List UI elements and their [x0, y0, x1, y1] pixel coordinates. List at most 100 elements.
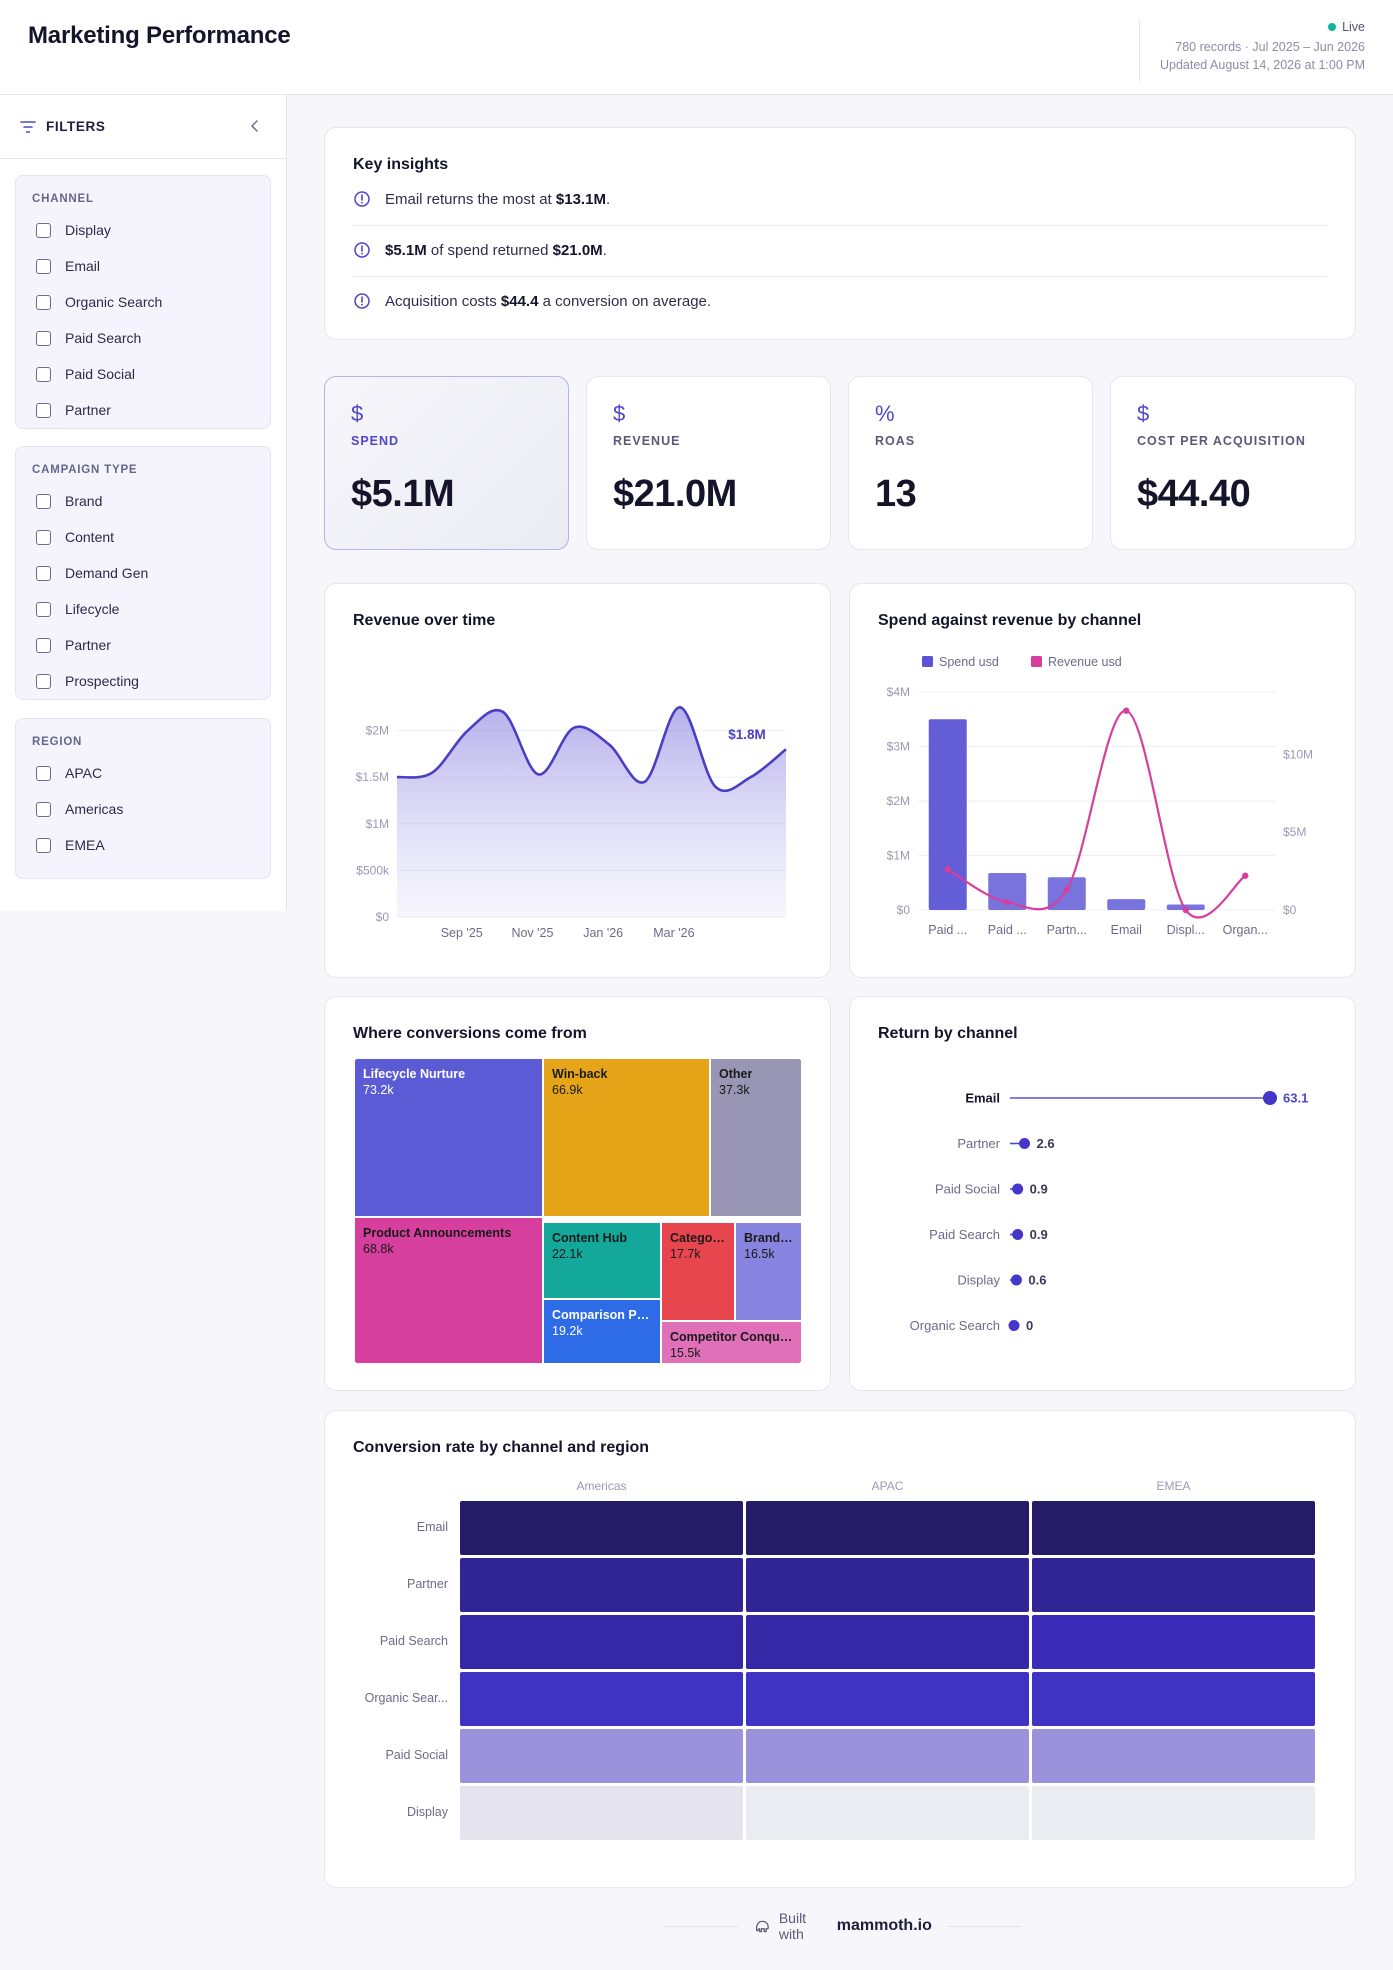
tile-value: 73.2k: [363, 1083, 394, 1097]
heatmap-cell[interactable]: [460, 1558, 743, 1612]
built-with-label: Built with: [778, 1910, 807, 1942]
heatmap-cell[interactable]: [460, 1615, 743, 1669]
option-label: Brand: [65, 493, 103, 509]
brand-name[interactable]: mammoth.io: [836, 1917, 932, 1934]
y-tick-label: $1.5M: [356, 770, 389, 784]
heatmap-cell[interactable]: [746, 1501, 1029, 1555]
heatmap-cell[interactable]: [1032, 1558, 1315, 1612]
heatmap-cell[interactable]: [746, 1672, 1029, 1726]
tile-name: Content Hub: [552, 1231, 627, 1245]
checkbox[interactable]: [36, 258, 51, 274]
x-tick-label: Nov '25: [511, 926, 553, 940]
checkbox[interactable]: [36, 222, 51, 238]
lollipop-dot: [1010, 1274, 1022, 1286]
checkbox[interactable]: [36, 601, 51, 617]
filter-option-display[interactable]: Display: [16, 212, 270, 248]
treemap-tile[interactable]: Win-back 66.9k: [543, 1058, 710, 1217]
tile-value: 66.9k: [552, 1083, 583, 1097]
heatmap-cell[interactable]: [1032, 1615, 1315, 1669]
collapse-sidebar-chevron-left-icon[interactable]: [248, 119, 262, 133]
option-label: Prospecting: [65, 673, 139, 689]
kpi-card-cost-per-acquisition[interactable]: $ COST PER ACQUISITION $44.40: [1110, 376, 1356, 550]
option-label: Demand Gen: [65, 565, 149, 581]
live-status: Live: [1160, 20, 1365, 34]
filter-option-lifecycle[interactable]: Lifecycle: [16, 591, 270, 627]
option-label: Email: [65, 258, 101, 274]
heatmap-cell[interactable]: [460, 1729, 743, 1783]
checkbox[interactable]: [36, 330, 51, 346]
heatmap-cell[interactable]: [746, 1558, 1029, 1612]
records-summary: 780 records · Jul 2025 – Jun 2026: [1175, 40, 1365, 54]
treemap-tile[interactable]: Lifecycle Nurture 73.2k: [354, 1058, 543, 1217]
heatmap-cell[interactable]: [746, 1729, 1029, 1783]
filter-option-organic-search[interactable]: Organic Search: [16, 284, 270, 320]
tile-value: 37.3k: [719, 1083, 750, 1097]
heatmap-cell[interactable]: [746, 1615, 1029, 1669]
heatmap-cell[interactable]: [460, 1786, 743, 1840]
filter-group-title: CAMPAIGN TYPE: [32, 464, 138, 476]
heatmap-cell[interactable]: [460, 1501, 743, 1555]
kpi-card-revenue[interactable]: $ REVENUE $21.0M: [586, 376, 831, 550]
heatmap-cell[interactable]: [1032, 1501, 1315, 1555]
updated-timestamp: Updated August 14, 2026 at 1:00 PM: [1159, 58, 1365, 72]
heatmap-cell[interactable]: [1032, 1786, 1315, 1840]
checkbox[interactable]: [36, 801, 51, 817]
checkbox[interactable]: [36, 529, 51, 545]
heatmap-column-label: Americas: [576, 1479, 627, 1493]
treemap-tile[interactable]: Category... 17.7k: [661, 1222, 735, 1321]
checkbox[interactable]: [36, 366, 51, 382]
spend-revenue-combo-chart: Spend usd Revenue usd $0 $1M $2M $3M $4M $0 $5M $…: [887, 655, 1313, 937]
x-tick-label: Sep '25: [441, 926, 483, 940]
spend-vs-revenue-card: Spend against revenue by channel Spend u…: [849, 583, 1356, 978]
revenue-line: [396, 706, 787, 793]
checkbox[interactable]: [36, 637, 51, 653]
checkbox[interactable]: [36, 673, 51, 689]
checkbox[interactable]: [36, 837, 51, 853]
kpi-label: ROAS: [875, 434, 916, 448]
kpi-card-roas[interactable]: % ROAS 13: [848, 376, 1093, 550]
filter-option-brand[interactable]: Brand: [16, 483, 270, 519]
heatmap-cell[interactable]: [746, 1786, 1029, 1840]
filter-option-paid-search[interactable]: Paid Search: [16, 320, 270, 356]
filter-option-content[interactable]: Content: [16, 519, 270, 555]
heatmap-cell[interactable]: [1032, 1729, 1315, 1783]
insight-item: Email returns the most at $13.1M.: [353, 190, 1353, 208]
filter-option-partner[interactable]: Partner: [16, 392, 270, 428]
option-label: Partner: [65, 402, 111, 418]
y-right-tick-label: $10M: [1283, 747, 1313, 761]
treemap-tile[interactable]: Content Hub 22.1k: [543, 1222, 661, 1299]
filter-option-prospecting[interactable]: Prospecting: [16, 663, 270, 699]
checkbox[interactable]: [36, 565, 51, 581]
live-label: Live: [1342, 20, 1365, 34]
filter-option-paid-social[interactable]: Paid Social: [16, 356, 270, 392]
x-tick-label: Organ...: [1223, 923, 1268, 937]
filter-option-email[interactable]: Email: [16, 248, 270, 284]
kpi-value: 13: [875, 473, 917, 515]
value-label: 0.9: [1030, 1227, 1048, 1242]
filter-option-partner-campaign[interactable]: Partner: [16, 627, 270, 663]
filter-option-emea[interactable]: EMEA: [16, 827, 270, 863]
checkbox[interactable]: [36, 765, 51, 781]
filter-option-demand-gen[interactable]: Demand Gen: [16, 555, 270, 591]
treemap-tile[interactable]: Competitor Conque... 15.5k: [661, 1321, 802, 1364]
filter-option-apac[interactable]: APAC: [16, 755, 270, 791]
heatmap-cell[interactable]: [460, 1672, 743, 1726]
treemap-tile[interactable]: Brand D... 16.5k: [735, 1222, 802, 1321]
tile-name: Brand D...: [744, 1231, 793, 1245]
treemap-tile[interactable]: Comparison Pag... 19.2k: [543, 1299, 661, 1364]
kpi-label: COST PER ACQUISITION: [1137, 434, 1306, 448]
value-label: 63.1: [1283, 1091, 1308, 1106]
spend-bar: [1107, 899, 1146, 910]
conversion-heatmap-card: Conversion rate by channel and region Am…: [324, 1410, 1356, 1888]
treemap-tile[interactable]: Other 37.3k: [710, 1058, 802, 1217]
checkbox[interactable]: [36, 294, 51, 310]
checkbox[interactable]: [36, 493, 51, 509]
treemap-tile[interactable]: Product Announcements 68.8k: [354, 1217, 543, 1364]
kpi-card-spend[interactable]: $ SPEND $5.1M: [324, 376, 569, 550]
y-tick-label: $1M: [366, 817, 389, 831]
option-label: Display: [65, 222, 111, 238]
checkbox[interactable]: [36, 402, 51, 418]
heatmap-cell[interactable]: [1032, 1672, 1315, 1726]
kpi-label: REVENUE: [613, 434, 681, 448]
filter-option-americas[interactable]: Americas: [16, 791, 270, 827]
